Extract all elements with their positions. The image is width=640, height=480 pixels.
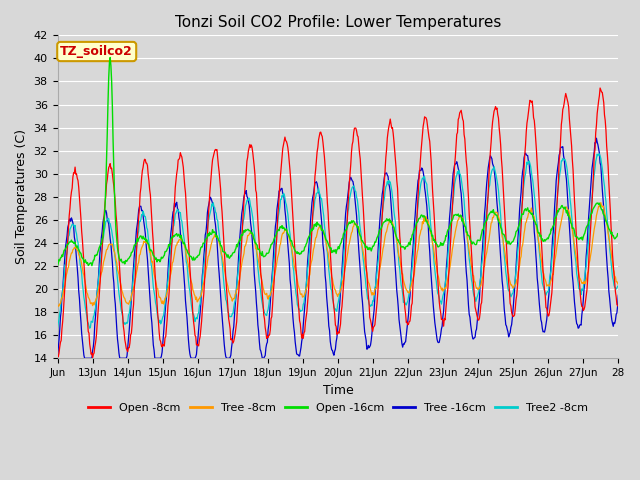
Text: TZ_soilco2: TZ_soilco2	[60, 45, 133, 58]
Legend: Open -8cm, Tree -8cm, Open -16cm, Tree -16cm, Tree2 -8cm: Open -8cm, Tree -8cm, Open -16cm, Tree -…	[84, 398, 592, 417]
X-axis label: Time: Time	[323, 384, 353, 396]
Y-axis label: Soil Temperatures (C): Soil Temperatures (C)	[15, 129, 28, 264]
Title: Tonzi Soil CO2 Profile: Lower Temperatures: Tonzi Soil CO2 Profile: Lower Temperatur…	[175, 15, 501, 30]
